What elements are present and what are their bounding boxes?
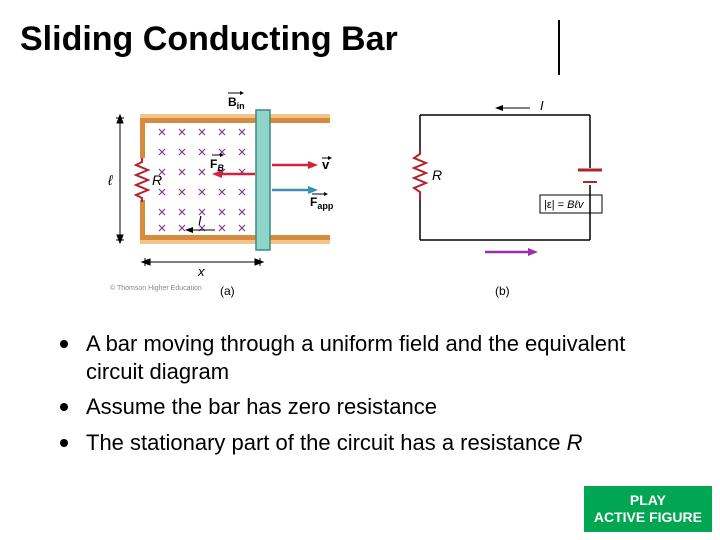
resistor-symbol	[136, 158, 148, 202]
bottom-arrow	[485, 248, 538, 256]
top-rail	[140, 114, 330, 123]
bullet-item: Assume the bar has zero resistance	[60, 393, 680, 421]
play-button-line1: PLAY	[594, 492, 702, 509]
bottom-rail	[140, 235, 330, 244]
figure-a-sliding-bar-diagram: ℓ R	[100, 90, 360, 300]
bullet-icon	[60, 403, 68, 411]
bullet-item: A bar moving through a uniform field and…	[60, 330, 680, 385]
play-active-figure-button[interactable]: PLAY ACTIVE FIGURE	[584, 486, 712, 532]
arrow-v	[272, 161, 318, 169]
current-arrow-top-b	[495, 105, 530, 111]
label-fb: FB	[210, 157, 224, 173]
sliding-bar	[256, 110, 270, 250]
label-i-b: I	[540, 98, 544, 113]
label-fapp: Fapp	[310, 195, 334, 211]
label-r: R	[152, 172, 162, 188]
label-r-b: R	[432, 167, 442, 183]
circuit-wires	[420, 115, 590, 240]
arrow-fapp	[272, 186, 318, 194]
bullet-item: The stationary part of the circuit has a…	[60, 429, 680, 457]
title-decoration-line	[558, 20, 560, 75]
emf-source	[578, 170, 602, 182]
label-a: (a)	[220, 284, 235, 298]
resistor-b	[414, 150, 426, 200]
bullet-text: A bar moving through a uniform field and…	[86, 330, 680, 385]
figures-region: ℓ R	[100, 90, 620, 310]
copyright-text: © Thomson Higher Education	[110, 285, 202, 292]
page-title: Sliding Conducting Bar	[20, 20, 700, 59]
play-button-line2: ACTIVE FIGURE	[594, 509, 702, 526]
bullet-text: Assume the bar has zero resistance	[86, 393, 437, 421]
label-bin: Bin	[228, 95, 245, 111]
bullet-icon	[60, 340, 68, 348]
bullet-list: A bar moving through a uniform field and…	[60, 330, 680, 464]
dimension-l	[116, 115, 124, 243]
label-b: (b)	[495, 284, 510, 298]
label-i: I	[198, 213, 202, 228]
magnetic-field-crosses	[159, 129, 245, 231]
bullet-text: The stationary part of the circuit has a…	[86, 429, 582, 457]
label-emf: |ε| = Bℓv	[544, 199, 585, 211]
figure-b-circuit-diagram: R |ε| = Bℓv I (b)	[400, 90, 610, 300]
bullet-icon	[60, 439, 68, 447]
label-x: x	[197, 264, 205, 279]
label-l: ℓ	[107, 172, 113, 188]
